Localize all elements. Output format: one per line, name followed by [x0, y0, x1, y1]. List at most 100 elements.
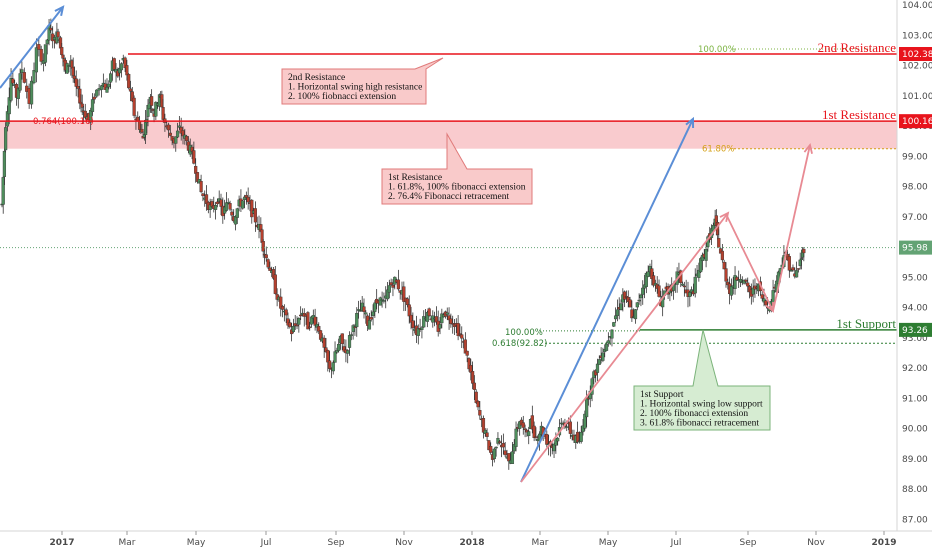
candle-body [199, 181, 203, 193]
candle-body [128, 88, 133, 92]
time-tick-label: Nov [395, 538, 413, 548]
candles-layer [0, 18, 806, 470]
candle-body [445, 312, 449, 315]
candle-body [764, 300, 768, 306]
candle-body [103, 83, 107, 90]
time-tick-label: Jul [260, 538, 272, 548]
candle-body [760, 294, 764, 299]
candle-body [60, 47, 64, 55]
candle-body [613, 315, 618, 320]
second-resistance-badge-text: 102.38 [902, 50, 932, 60]
candle-body [471, 371, 475, 384]
candle-body [166, 124, 171, 131]
candle-body [279, 296, 283, 309]
candle-body [581, 425, 585, 433]
candle-body [284, 309, 288, 316]
candle-body [37, 44, 41, 50]
candle-body [18, 73, 22, 91]
first-resistance-callout: 1st Resistance 1. 61.8%, 100% fibonacci … [381, 132, 533, 205]
callout-line: 1. Horizontal swing high resistance [288, 83, 422, 93]
candle-body [308, 326, 312, 329]
candle-body [242, 196, 247, 200]
second-resistance-badge [899, 47, 932, 62]
candle-body [208, 204, 212, 210]
candle-body [556, 437, 560, 442]
candle-body [409, 314, 413, 323]
candle-body [633, 309, 638, 320]
first-support-callout: 1st Support 1. Horizontal swing low supp… [633, 329, 771, 431]
candle-body [496, 437, 500, 444]
candle-body [4, 127, 8, 151]
candle-body [80, 103, 84, 108]
candle-body [271, 269, 276, 279]
candle-body [733, 275, 737, 289]
time-tick-label: Jul [670, 538, 682, 548]
candle-body [226, 202, 230, 204]
time-tick-label: Mar [532, 538, 549, 548]
candle-body [476, 401, 480, 408]
candle-body [280, 305, 285, 310]
candle-body [95, 89, 99, 97]
candle-body [346, 350, 350, 354]
candle-body [735, 277, 739, 281]
first-resistance-badge [899, 114, 932, 129]
candle-body [108, 73, 113, 83]
candle-body [688, 292, 692, 297]
candle-body [49, 27, 53, 31]
time-tick-label: 2018 [459, 538, 484, 548]
candle-body [43, 44, 48, 63]
time-tick-label: Mar [119, 538, 136, 548]
first-support-badge [899, 322, 932, 337]
candle-body [32, 70, 36, 84]
candle-body [83, 110, 87, 118]
candle-body [498, 441, 502, 443]
second-resistance-callout: 2nd Resistance 1. Horizontal swing high … [281, 57, 444, 105]
price-tick-label: 97.00 [902, 213, 928, 223]
candle-body [738, 278, 743, 283]
candle-body [219, 199, 223, 207]
candle-body [396, 279, 400, 290]
candle-body [233, 216, 238, 225]
time-axis[interactable]: 2017 Mar May Jul Sep Nov 2018 Mar May Jul Sep Nov 20… [49, 531, 897, 548]
candle-body [45, 39, 49, 45]
candle-body [746, 282, 750, 287]
candle-body [604, 343, 609, 351]
candle-body [65, 63, 69, 74]
arrows-layer [0, 5, 896, 483]
candle-body [652, 275, 656, 286]
second-resistance-callout-shape [281, 57, 444, 105]
candle-body [639, 294, 643, 299]
candle-body [107, 83, 111, 88]
current-price-badge [899, 240, 932, 255]
time-tick-label: May [187, 538, 206, 548]
price-tick-label: 101.00 [902, 92, 932, 102]
candle-body [154, 101, 158, 117]
candle-body [796, 268, 800, 270]
candle-body [579, 432, 583, 442]
candle-body [261, 241, 265, 252]
candle-body [5, 111, 10, 127]
candle-body [794, 270, 799, 278]
time-tick-label: Nov [807, 538, 825, 548]
candle-body [177, 125, 181, 128]
candle-body [161, 107, 165, 120]
time-tick-label: Sep [328, 538, 345, 548]
first-resistance-fib-label: 61.80% [702, 145, 734, 155]
candle-body [799, 258, 804, 261]
candle-body [194, 165, 198, 174]
candle-body [699, 258, 703, 273]
candle-body [501, 443, 505, 448]
candle-body [347, 335, 352, 348]
first-support-fib-label: 100.00% [505, 328, 543, 338]
candle-body [489, 446, 493, 453]
candle-body [315, 323, 319, 328]
candle-body [474, 391, 478, 403]
callout-line: 2. 76.4% Fibonacci retracement [388, 192, 509, 202]
candle-body [523, 428, 527, 430]
candle-body [99, 85, 104, 90]
candle-body [123, 57, 127, 69]
price-tick-label: 99.00 [902, 152, 928, 162]
candle-body [387, 285, 391, 293]
candle-body [136, 116, 140, 121]
